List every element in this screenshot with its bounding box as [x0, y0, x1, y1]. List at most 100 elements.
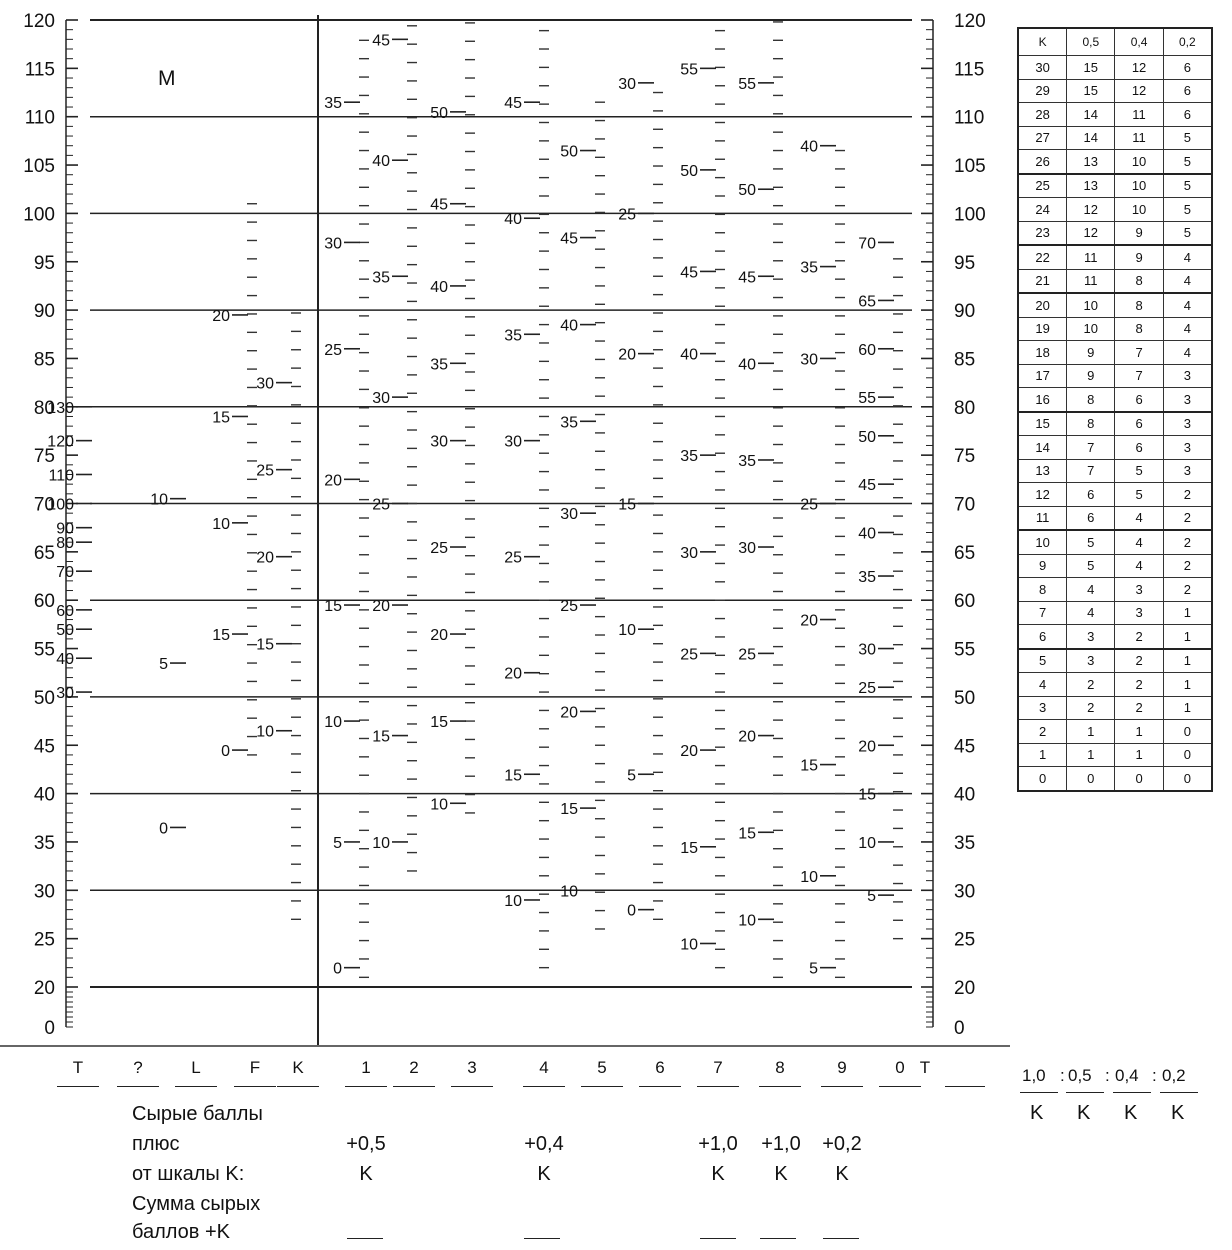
k-table-row: 18 9 7 4: [1017, 340, 1213, 365]
k-table-cell: 28: [1017, 102, 1068, 127]
ratio-label: 0,2: [1162, 1066, 1186, 1085]
scale-entry-line[interactable]: [821, 1086, 863, 1087]
k-table-cell: 5: [1162, 149, 1213, 174]
scale-entry-line[interactable]: [277, 1086, 319, 1087]
scale-entry-line[interactable]: [117, 1086, 159, 1087]
scale-value-label: 50: [680, 163, 698, 180]
sum-entry-line[interactable]: [347, 1238, 383, 1239]
scale-value-label: 15: [324, 598, 342, 615]
scale-value-label: 35: [372, 269, 390, 286]
scale-entry-line[interactable]: [523, 1086, 565, 1087]
scale-value-label: 40: [504, 211, 522, 228]
sum-entry-line[interactable]: [823, 1238, 859, 1239]
k-table-cell: 11: [1066, 268, 1116, 294]
scale-entry-line[interactable]: [945, 1086, 985, 1087]
k-table-cell: 7: [1066, 435, 1116, 460]
k-table-cell: 25: [1017, 172, 1068, 198]
sum-entry-line[interactable]: [760, 1238, 796, 1239]
scale-label: 5: [597, 1058, 607, 1077]
k-table-cell: 9: [1066, 340, 1116, 365]
k-table-cell: 22: [1017, 244, 1068, 270]
k-table-cell: 23: [1017, 220, 1068, 246]
sum-entry-line[interactable]: [524, 1238, 560, 1239]
right-axis-label: 50: [954, 688, 975, 709]
k-table-cell: 8: [1114, 268, 1164, 294]
right-axis-label: 55: [954, 640, 975, 661]
scale-entry-line[interactable]: [879, 1086, 921, 1087]
k-table-cell: 15: [1066, 55, 1116, 80]
k-table-cell: 7: [1017, 600, 1068, 625]
scale-entry-line[interactable]: [393, 1086, 435, 1087]
scale-value-label: 20: [738, 729, 756, 746]
k-table-cell: 2: [1114, 647, 1164, 673]
scale-entry-line[interactable]: [581, 1086, 623, 1087]
scale-value-label: 45: [504, 95, 522, 112]
scale-value-label: 25: [680, 646, 698, 663]
scale-value-label: 5: [867, 888, 876, 905]
k-table-cell: 10: [1114, 172, 1164, 198]
scale-entry-line[interactable]: [175, 1086, 217, 1087]
left-axis-label: 20: [34, 978, 55, 999]
scale-entry-line[interactable]: [759, 1086, 801, 1087]
right-axis-label: 60: [954, 591, 975, 612]
sum-entry-line[interactable]: [700, 1238, 736, 1239]
scale-value-label: 110: [48, 467, 74, 484]
k-add-scale-8: +1,0: [761, 1133, 801, 1155]
sum-label: Сумма сырых: [132, 1193, 261, 1215]
k-table-cell: 11: [1017, 505, 1068, 531]
k-table-cell: 4: [1162, 268, 1213, 294]
left-axis-label: 110: [25, 108, 55, 129]
k-table-row: 19 10 8 4: [1017, 316, 1213, 341]
scale-value-label: 35: [680, 448, 698, 465]
k-table-cell: 14: [1066, 125, 1116, 150]
k-table-cell: 5: [1114, 482, 1164, 507]
scale-entry-line[interactable]: [57, 1086, 99, 1087]
k-table-cell: 0: [1066, 766, 1116, 791]
k-table-cell: 10: [1066, 292, 1116, 318]
k-table-cell: 2: [1114, 624, 1164, 649]
k-table-cell: 4: [1066, 600, 1116, 625]
k-table-cell: 4: [1017, 672, 1068, 697]
scale-value-label: 25: [372, 497, 390, 514]
scale-value-label: 10: [618, 622, 636, 639]
scale-value-label: 10: [800, 869, 818, 886]
ratio-k-label: K: [1077, 1102, 1091, 1124]
scale-entry-line[interactable]: [345, 1086, 387, 1087]
k-table-row: 12 6 5 2: [1017, 482, 1213, 507]
scale-value-label: 50: [430, 105, 448, 122]
scale-label: K: [292, 1058, 304, 1077]
left-axis-label: 0: [44, 1018, 55, 1039]
scale-value-label: 10: [680, 936, 698, 953]
k-table-row: 13 7 5 3: [1017, 458, 1213, 483]
k-table-row: 15 8 6 3: [1017, 410, 1213, 436]
k-table-cell: 5: [1114, 458, 1164, 483]
k-table-cell: 2: [1162, 482, 1213, 507]
left-axis-label: 105: [23, 156, 55, 177]
scale-value-label: 10: [560, 883, 578, 900]
scale-entry-line[interactable]: [697, 1086, 739, 1087]
k-table-row: 22 11 9 4: [1017, 244, 1213, 270]
scale-entry-line[interactable]: [451, 1086, 493, 1087]
scale-label: 9: [837, 1058, 847, 1077]
k-table-cell: 10: [1066, 316, 1116, 341]
k-table-cell: 13: [1017, 458, 1068, 483]
scale-value-label: 15: [680, 840, 698, 857]
k-table-cell: 11: [1114, 125, 1164, 150]
scale-value-label: 20: [800, 613, 818, 630]
k-table-cell: 10: [1017, 529, 1068, 555]
k-add-scale-1: +0,5: [346, 1133, 386, 1155]
right-axis-label: 40: [954, 785, 975, 806]
k-table-cell: 12: [1114, 55, 1164, 80]
scale-label: T: [919, 1058, 931, 1077]
scale-value-label: 15: [618, 497, 636, 514]
left-axis-label: 90: [34, 301, 55, 322]
scale-entry-line[interactable]: [639, 1086, 681, 1087]
scale-value-label: 40: [56, 651, 74, 668]
k-table-cell: 13: [1066, 149, 1116, 174]
scale-entry-line[interactable]: [234, 1086, 276, 1087]
scale-value-label: 45: [738, 269, 756, 286]
scale-value-label: 15: [256, 637, 274, 654]
k-table-row: 21 11 8 4: [1017, 268, 1213, 294]
